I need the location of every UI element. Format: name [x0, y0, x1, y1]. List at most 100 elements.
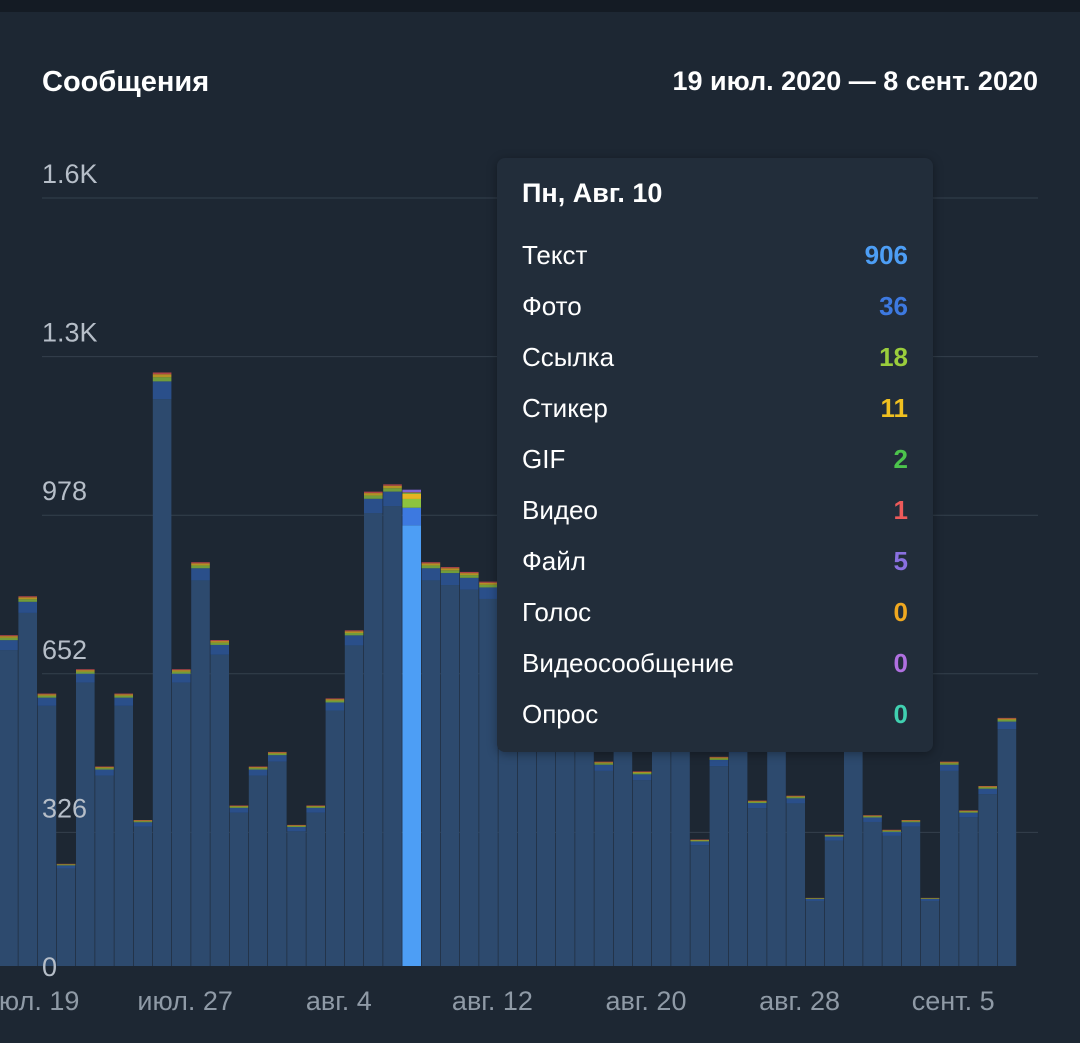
- bar-segment: [172, 669, 191, 671]
- chart-title: Сообщения: [42, 66, 210, 98]
- bar-segment: [0, 635, 18, 637]
- tooltip-row: GIF 2: [522, 444, 908, 480]
- bar-segment: [248, 768, 268, 770]
- bar-segment: [344, 630, 364, 632]
- bar-segment: [306, 806, 325, 808]
- tooltip-row-label: Опрос: [522, 699, 599, 729]
- bar-segment: [344, 635, 364, 646]
- bar-segment: [594, 762, 613, 764]
- bar-segment: [901, 826, 921, 966]
- bar-segment: [709, 757, 729, 759]
- bar-segment: [95, 769, 114, 776]
- bar-segment: [421, 580, 441, 966]
- bar-segment: [728, 752, 748, 966]
- bar-segment: [37, 695, 57, 698]
- x-tick-label: июл. 19: [0, 986, 79, 1016]
- bar-segment: [863, 815, 882, 817]
- bar-highlight-segment: [402, 489, 421, 493]
- bar-segment: [18, 599, 37, 602]
- bar-segment: [440, 573, 460, 586]
- bar-segment: [114, 697, 133, 706]
- x-tick-label: сент. 5: [912, 986, 995, 1016]
- bar-segment: [632, 774, 652, 781]
- bar-segment: [824, 840, 844, 966]
- bar-highlight-segment: [402, 507, 421, 526]
- tooltip-date: Пн, Авг. 10: [522, 178, 663, 208]
- bar-segment: [114, 693, 133, 695]
- bar-segment: [18, 597, 37, 600]
- bar-segment: [229, 807, 249, 813]
- bar-segment: [114, 705, 133, 966]
- bar-segment: [978, 785, 997, 787]
- bar-segment: [594, 763, 613, 765]
- bar-segment: [364, 495, 383, 499]
- bar-segment: [210, 642, 229, 645]
- bar-segment: [210, 640, 229, 642]
- bar-segment: [268, 751, 287, 753]
- bar-segment: [690, 841, 709, 846]
- bar-segment: [940, 770, 959, 966]
- bar-segment: [229, 806, 249, 808]
- bar-segment: [748, 801, 767, 802]
- tooltip-row-value: 0: [893, 699, 908, 729]
- date-range[interactable]: 19 июл. 2020 — 8 сент. 2020: [672, 66, 1038, 96]
- bar-segment: [940, 761, 959, 763]
- bar-segment: [690, 840, 709, 842]
- y-tick-label: 0: [42, 952, 57, 982]
- bar-segment: [786, 797, 805, 799]
- bar-segment: [18, 612, 37, 966]
- bar-segment: [440, 585, 460, 966]
- bar-segment: [575, 687, 594, 966]
- bar-segment: [248, 769, 268, 776]
- tooltip-row: Голос 0: [522, 597, 908, 633]
- bar-segment: [191, 563, 210, 566]
- tooltip-row: Видео 1: [522, 495, 908, 531]
- bar-segment: [133, 822, 153, 827]
- bar-segment: [344, 631, 364, 633]
- bar-segment: [997, 719, 1017, 722]
- tooltip-row-value: 5: [893, 546, 908, 576]
- bar-segment: [344, 645, 364, 966]
- bar-segment: [325, 699, 345, 701]
- bar-segment: [460, 589, 479, 966]
- bar-segment: [978, 794, 997, 966]
- y-tick-label: 978: [42, 476, 87, 506]
- bar-segment: [997, 729, 1017, 966]
- bar-segment: [0, 650, 18, 966]
- bar-segment: [978, 788, 997, 795]
- bar-segment: [709, 756, 729, 758]
- bar-segment: [383, 488, 402, 492]
- bar-segment: [287, 831, 306, 966]
- bar-segment: [56, 864, 76, 865]
- bar-segment: [248, 775, 268, 966]
- bar-segment: [786, 795, 805, 797]
- bar-segment: [805, 898, 825, 901]
- bar-highlight-segment: [402, 493, 421, 499]
- tooltip-row-label: GIF: [522, 444, 566, 474]
- tooltip-row: Текст 906: [522, 240, 908, 276]
- tooltip-row-value: 11: [880, 393, 909, 423]
- bar-segment: [594, 761, 613, 763]
- bar-segment: [920, 900, 940, 966]
- bar-segment: [479, 598, 498, 966]
- bar-segment: [37, 694, 57, 696]
- bar-segment: [997, 717, 1017, 719]
- bar-segment: [748, 801, 767, 804]
- bar-segment: [76, 670, 95, 672]
- bar-segment: [18, 596, 37, 598]
- bar-segment: [152, 377, 172, 382]
- tooltip-row-label: Фото: [522, 291, 582, 321]
- bar-segment: [191, 580, 210, 966]
- bar-segment: [882, 831, 901, 836]
- bar-segment: [479, 587, 498, 599]
- bar-segment: [920, 898, 940, 901]
- tooltip-row-value: 2: [893, 444, 908, 474]
- bar-segment: [191, 568, 210, 581]
- bar-segment: [421, 568, 441, 581]
- bar-segment: [863, 817, 882, 822]
- bar-segment: [594, 764, 613, 771]
- bar-segment: [306, 807, 325, 813]
- bar-segment: [940, 764, 959, 771]
- bar-segment: [287, 825, 306, 827]
- bar-segment: [248, 766, 268, 768]
